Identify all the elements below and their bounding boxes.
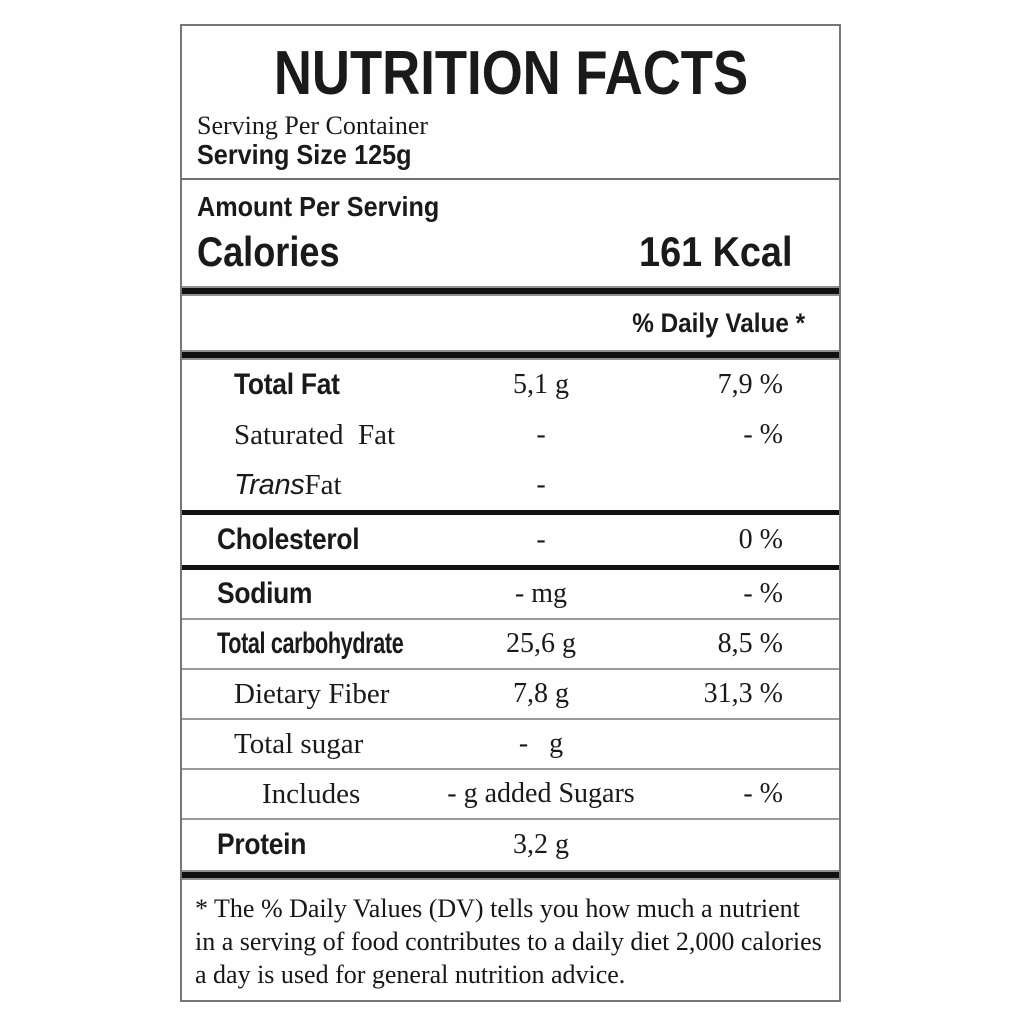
nutrient-daily-value: 7,9 % (717, 369, 783, 400)
nutrient-amount: - g added Sugars (447, 778, 635, 809)
header-divider-line (182, 178, 839, 180)
nutrient-name: Protein (217, 828, 307, 861)
nutrient-row-trans-fat: TransFat - (182, 460, 839, 510)
calories-label: Calories (197, 228, 340, 275)
nutrient-name: Cholesterol (217, 523, 360, 556)
heavy-divider-bar (182, 350, 839, 360)
daily-value-header: % Daily Value * (632, 307, 805, 338)
medium-divider-bar (182, 565, 839, 570)
nutrient-row-sodium: Sodium - mg - % (182, 570, 839, 620)
nutrient-amount: - (536, 469, 546, 500)
label-header: NUTRITION FACTS (182, 42, 839, 106)
serving-size-label: Serving Size (197, 139, 347, 170)
nutrient-row-total-carbohydrate: Total carbohydrate 25,6 g 8,5 % (182, 620, 839, 670)
nutrient-row-dietary-fiber: Dietary Fiber 7,8 g 31,3 % (182, 670, 839, 720)
nutrient-name: Total Fat (234, 368, 340, 401)
medium-divider-bar (182, 510, 839, 515)
nutrient-name: Dietary Fiber (234, 677, 390, 710)
nutrient-amount: 5,1 g (513, 369, 569, 400)
serving-per-container-text: Serving Per Container (197, 111, 429, 140)
nutrient-row-includes: Includes - g added Sugars - % (182, 770, 839, 820)
nutrient-row-total-fat: Total Fat 5,1 g 7,9 % (182, 360, 839, 410)
page-title: NUTRITION FACTS (273, 39, 748, 108)
nutrient-amount: 7,8 g (513, 678, 569, 709)
daily-value-header-row: % Daily Value * (182, 296, 839, 350)
nutrient-rows: Total Fat 5,1 g 7,9 % Saturated Fat - - % Tran… (182, 360, 839, 880)
nutrient-name: Saturated Fat (234, 418, 396, 451)
calories-row: Calories 161 Kcal (182, 226, 839, 278)
nutrient-row-total-sugar: Total sugar - g (182, 720, 839, 770)
nutrient-row-cholesterol: Cholesterol - 0 % (182, 515, 839, 565)
nutrient-amount: - (536, 419, 546, 450)
serving-size-value: 125g (354, 139, 412, 170)
nutrient-amount: 25,6 g (506, 628, 576, 659)
heavy-divider-bar (182, 286, 839, 296)
nutrient-name: Total carbohydrate (217, 627, 404, 660)
nutrient-daily-value: 31,3 % (703, 678, 783, 709)
nutrient-row-saturated-fat: Saturated Fat - - % (182, 410, 839, 460)
nutrient-amount: - (536, 524, 546, 555)
daily-value-footnote: * The % Daily Values (DV) tells you how … (195, 894, 822, 989)
nutrient-amount: - g (518, 728, 564, 759)
nutrient-row-protein: Protein 3,2 g (182, 820, 839, 870)
nutrient-name: TransFat (234, 468, 342, 501)
nutrition-facts-label: NUTRITION FACTS Serving Per Container Se… (180, 24, 841, 1002)
amount-per-serving-text: Amount Per Serving (197, 191, 440, 222)
nutrient-amount: - mg (514, 578, 568, 609)
nutrient-daily-value: 8,5 % (717, 628, 783, 659)
nutrient-daily-value: - % (743, 778, 783, 809)
nutrient-daily-value: - % (743, 419, 783, 450)
nutrient-name: Includes (262, 777, 361, 810)
heavy-divider-bar (182, 870, 839, 880)
nutrient-name: Sodium (217, 577, 313, 610)
nutrient-amount: 3,2 g (513, 829, 569, 860)
serving-size-line: Serving Size 125g (197, 140, 839, 170)
calories-value: 161 Kcal (638, 228, 792, 275)
nutrient-name: Total sugar (234, 727, 364, 760)
nutrient-daily-value: 0 % (738, 524, 783, 555)
nutrient-daily-value: - % (743, 578, 783, 609)
